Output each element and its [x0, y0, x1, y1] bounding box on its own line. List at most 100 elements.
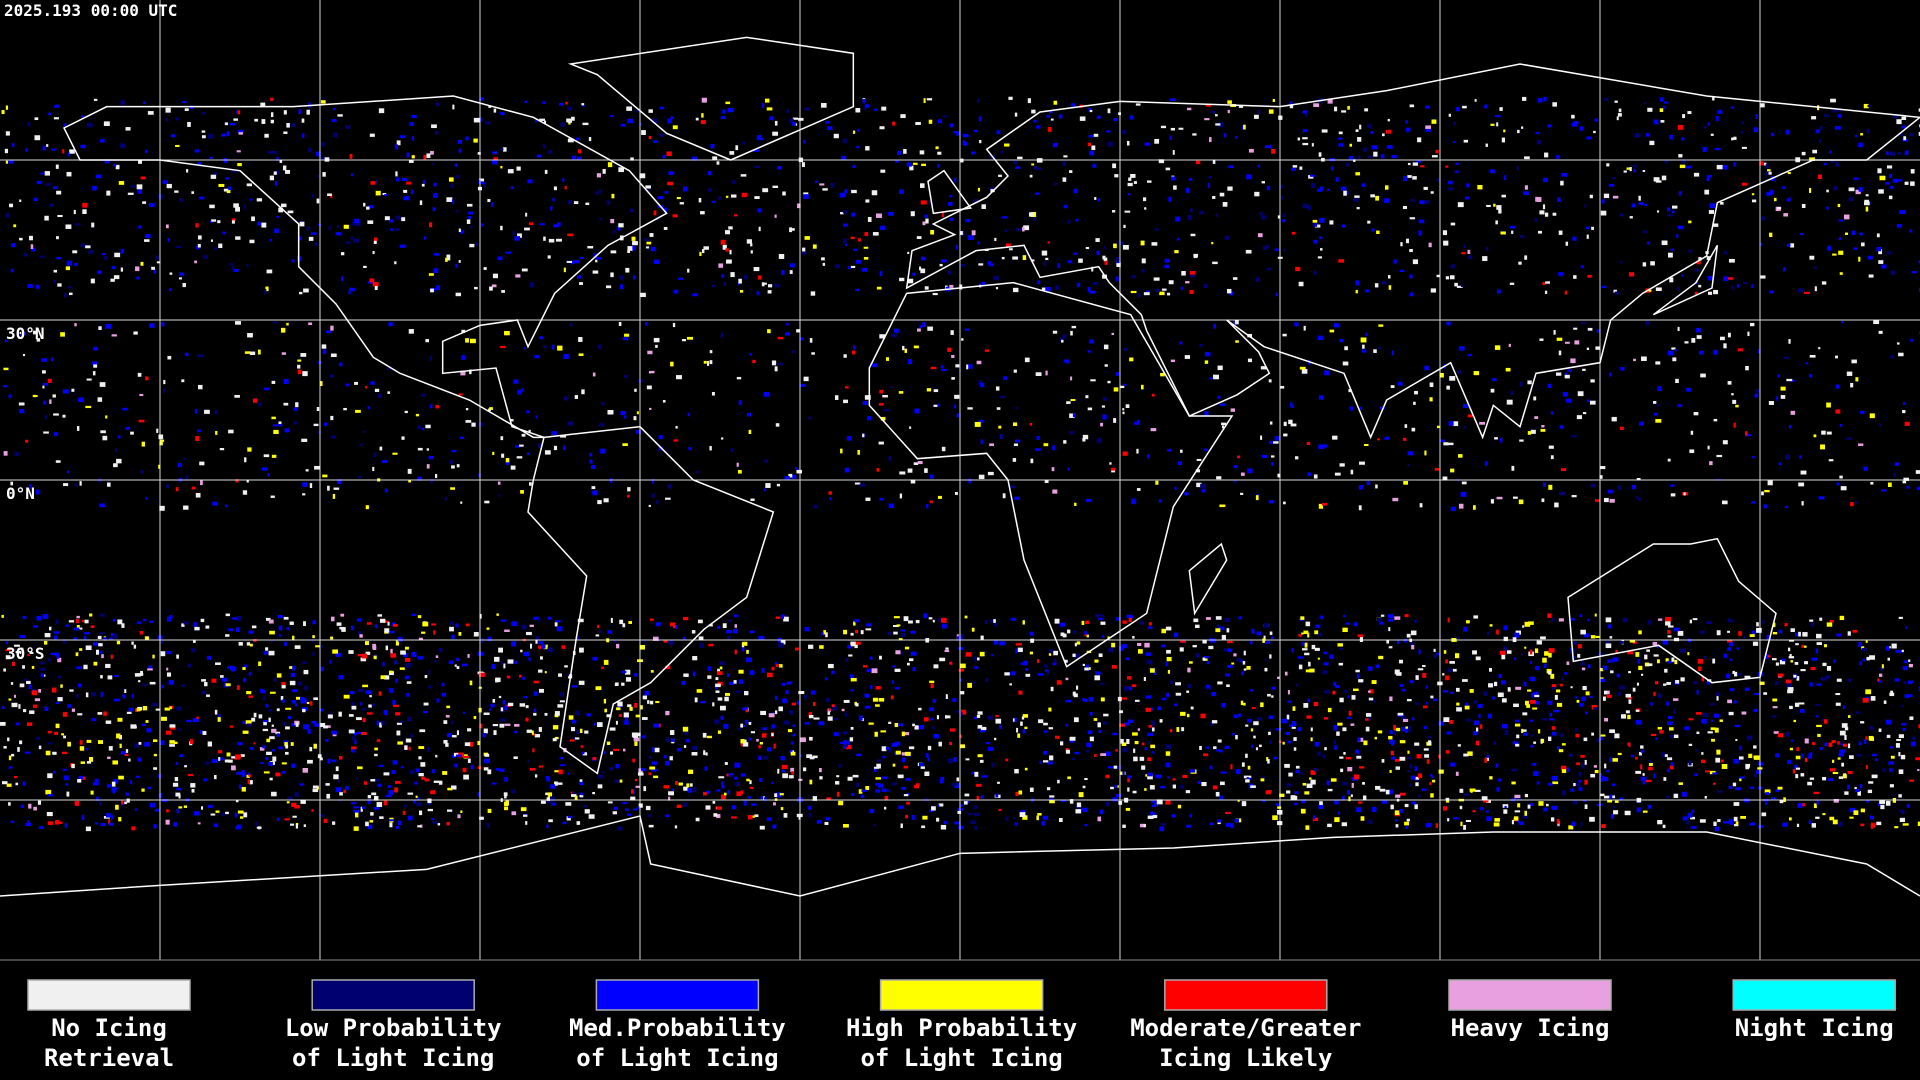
icing-pixel [1798, 702, 1805, 705]
icing-pixel [1466, 718, 1471, 722]
icing-pixel [1381, 133, 1385, 137]
icing-pixel [1535, 196, 1539, 202]
icing-pixel [666, 151, 672, 157]
icing-pixel [1384, 198, 1390, 203]
icing-pixel [1886, 165, 1893, 169]
icing-pixel [1256, 631, 1262, 636]
icing-pixel [1823, 644, 1827, 648]
icing-pixel [656, 499, 659, 505]
icing-pixel [1293, 747, 1297, 751]
icing-pixel [1085, 750, 1090, 753]
icing-pixel [214, 409, 218, 415]
icing-pixel [98, 801, 102, 806]
icing-pixel [258, 714, 263, 719]
icing-pixel [1314, 224, 1321, 228]
icing-pixel [364, 641, 369, 646]
icing-pixel [1843, 214, 1850, 220]
icing-pixel [914, 725, 920, 729]
icing-pixel [730, 272, 735, 278]
icing-pixel [810, 690, 816, 695]
icing-pixel [465, 338, 469, 343]
icing-pixel [1829, 816, 1835, 821]
icing-pixel [618, 227, 621, 231]
icing-pixel [964, 328, 970, 331]
icing-pixel [658, 723, 661, 728]
icing-pixel [1447, 180, 1453, 185]
icing-pixel [707, 171, 712, 176]
icing-pixel [128, 758, 131, 762]
icing-pixel [1831, 740, 1836, 744]
icing-pixel [618, 321, 622, 327]
icing-pixel [1433, 654, 1437, 658]
icing-pixel [209, 204, 215, 209]
icing-pixel [1355, 289, 1358, 294]
icing-pixel [1561, 743, 1566, 746]
icing-pixel [1282, 333, 1287, 337]
icing-pixel [1686, 821, 1690, 825]
icing-pixel [1515, 797, 1522, 801]
icing-pixel [1584, 711, 1588, 715]
icing-pixel [244, 457, 247, 463]
icing-pixel [1608, 624, 1612, 629]
icing-pixel [784, 332, 791, 336]
icing-pixel [1552, 212, 1557, 216]
icing-pixel [598, 189, 603, 193]
icing-pixel [42, 145, 46, 151]
icing-pixel [367, 220, 374, 224]
icing-pixel [231, 617, 238, 620]
icing-pixel [1213, 746, 1217, 750]
icing-pixel [316, 198, 320, 204]
icing-pixel [238, 642, 243, 646]
icing-pixel [1564, 672, 1568, 675]
icing-pixel [711, 391, 715, 396]
icing-pixel [226, 666, 230, 669]
icing-pixel [1828, 459, 1834, 462]
icing-pixel [653, 723, 660, 728]
icing-pixel [131, 826, 136, 831]
icing-pixel [1204, 351, 1211, 357]
icing-pixel [615, 764, 620, 769]
icing-pixel [1841, 321, 1844, 324]
icing-pixel [1030, 638, 1035, 643]
icing-pixel [1710, 133, 1714, 136]
icing-pixel [1582, 799, 1587, 802]
icing-pixel [88, 250, 94, 254]
icing-pixel [774, 284, 780, 288]
icing-pixel [1695, 749, 1699, 752]
icing-pixel [1434, 467, 1440, 471]
icing-pixel [924, 771, 930, 777]
icing-pixel [1036, 815, 1039, 821]
icing-pixel [1449, 719, 1453, 724]
icing-pixel [539, 118, 546, 121]
icing-pixel [357, 766, 363, 770]
icing-pixel [564, 185, 567, 190]
icing-pixel [462, 711, 466, 714]
icing-pixel [1009, 485, 1016, 489]
icing-pixel [1860, 808, 1865, 813]
icing-pixel [424, 778, 429, 782]
icing-pixel [1816, 642, 1823, 645]
icing-pixel [1667, 660, 1673, 664]
icing-pixel [1490, 388, 1495, 393]
icing-pixel [1854, 134, 1858, 138]
icing-pixel [303, 621, 306, 626]
icing-pixel [214, 172, 218, 175]
icing-pixel [664, 191, 669, 194]
icing-pixel [937, 403, 940, 407]
icing-pixel [1127, 775, 1132, 779]
icing-pixel [1904, 421, 1910, 426]
icing-pixel [624, 333, 630, 337]
icing-pixel [1769, 189, 1774, 195]
icing-pixel [649, 407, 652, 410]
icing-pixel [1560, 765, 1567, 771]
icing-pixel [1310, 770, 1316, 775]
icing-pixel [1865, 689, 1872, 695]
icing-pixel [1134, 421, 1140, 425]
icing-pixel [360, 702, 363, 706]
icing-pixel [478, 117, 483, 122]
icing-pixel [1312, 219, 1318, 223]
icing-pixel [1432, 698, 1438, 701]
icing-pixel [1255, 276, 1260, 282]
icing-pixel [896, 624, 901, 627]
icing-pixel [668, 171, 675, 175]
